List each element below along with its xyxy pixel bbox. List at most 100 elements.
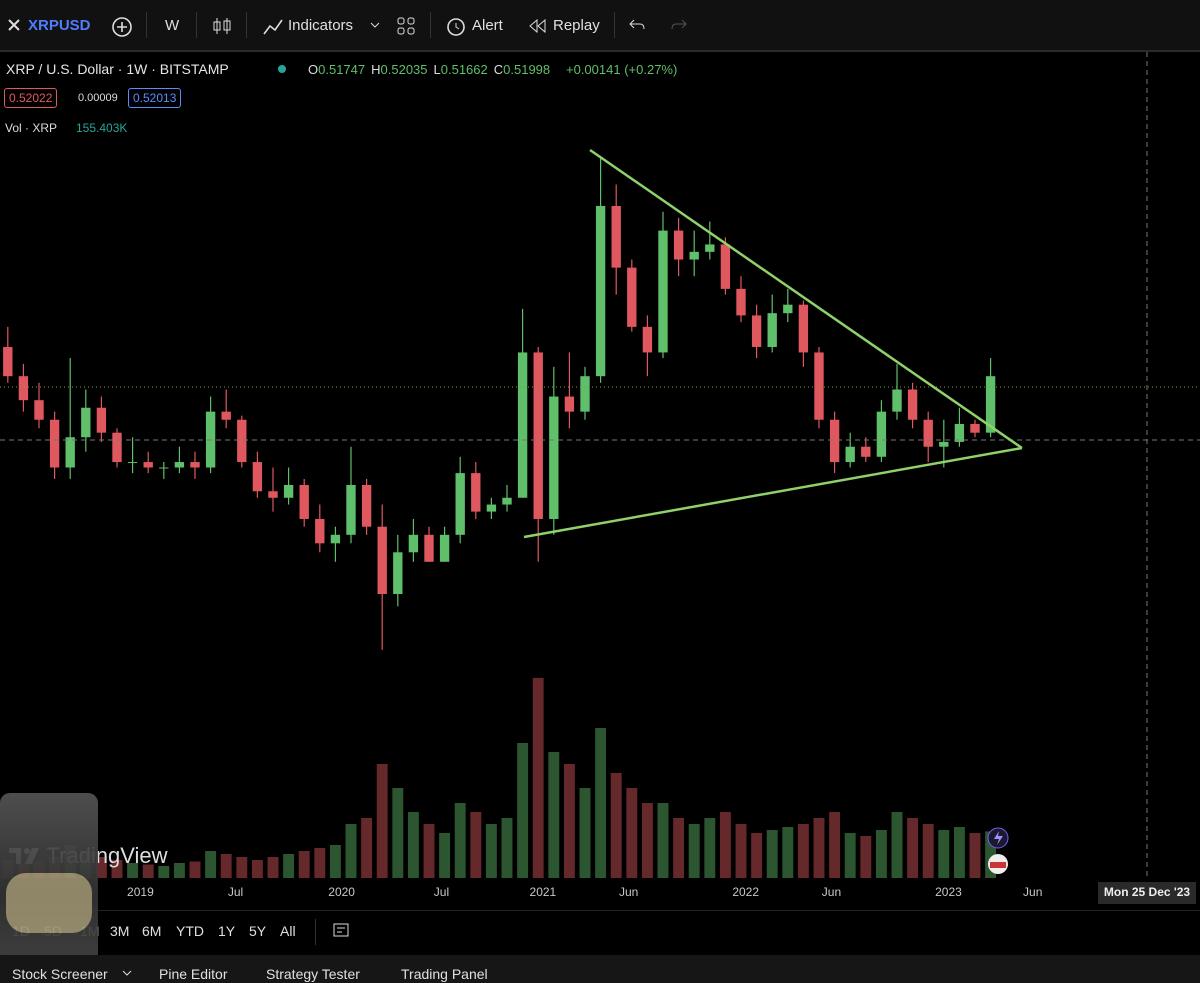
redo-icon[interactable]: [670, 18, 688, 32]
volume-bar: [376, 764, 388, 878]
volume-bar: [329, 845, 341, 878]
alert[interactable]: Alert: [472, 17, 503, 34]
x-tick-label: Jul: [228, 885, 243, 899]
change: +0.00141 (+0.27%): [566, 62, 678, 77]
ohlc-value: 0.51998: [503, 62, 551, 77]
candle-body: [517, 352, 528, 498]
volume-bar: [392, 788, 404, 878]
x-tick-label: Jun: [822, 885, 841, 899]
range-bar: 1D5D1M3M6MYTD1Y5YAll: [0, 910, 1200, 951]
spread: 0.00009: [78, 92, 118, 104]
candle-body: [34, 400, 44, 420]
bottom-tabs: Stock Screener Pine Editor Strategy Tester…: [0, 955, 1200, 983]
undo-icon[interactable]: [628, 18, 646, 32]
candle-body: [439, 534, 450, 562]
volume-bar: [844, 833, 856, 878]
volume-bar: [407, 812, 419, 878]
candle-body: [845, 446, 855, 463]
volume-bar: [907, 818, 919, 878]
candle-body: [751, 315, 762, 347]
candle-body: [65, 437, 75, 468]
candle-body: [377, 526, 387, 595]
volume-layer: [2, 677, 997, 878]
candle-body: [221, 411, 231, 420]
volume-bar: [579, 788, 591, 878]
time-range[interactable]: 5Y: [249, 923, 267, 939]
candle-body: [720, 244, 731, 289]
x-axis: 2019 Jul 2020 Jul 2021 Jun 2022 Jun 2023 Jun: [127, 885, 1042, 899]
volume-bar: [735, 824, 747, 878]
volume-bar: [189, 861, 201, 878]
bottom-tab[interactable]: Trading Panel: [401, 966, 488, 982]
candle-body: [798, 304, 809, 353]
flag-stripe: [990, 862, 1006, 868]
volume-value: 155.403K: [76, 121, 128, 135]
volume-bar: [454, 803, 466, 878]
volume-bar: [641, 803, 653, 878]
candle-body: [330, 534, 341, 544]
candle-body: [642, 326, 653, 353]
x-tick-label: 2021: [530, 885, 557, 899]
replay[interactable]: Replay: [553, 17, 600, 34]
symbol[interactable]: XRPUSD: [28, 17, 91, 34]
volume-bar: [938, 830, 950, 878]
candle-body: [954, 423, 965, 442]
candle-body: [876, 411, 887, 457]
candle-layer: [3, 155, 996, 650]
candle-body: [939, 441, 949, 447]
alert-icon[interactable]: [445, 15, 467, 37]
volume-bar: [688, 824, 700, 878]
date-range-icon[interactable]: [332, 921, 352, 939]
candle-body: [237, 419, 247, 463]
indicators[interactable]: Indicators: [288, 17, 354, 34]
candle-body: [159, 467, 169, 469]
volume-bar: [283, 854, 295, 878]
indicators-icon[interactable]: [262, 16, 284, 36]
trendline-upper: [589, 148, 1023, 450]
bottom-tab[interactable]: Strategy Tester: [266, 966, 360, 982]
chart-type-icon[interactable]: [212, 16, 232, 36]
x-tick-label: 2020: [328, 885, 355, 899]
time-range[interactable]: 3M: [110, 923, 130, 939]
bottom-tab[interactable]: Pine Editor: [159, 966, 228, 982]
candle-body: [829, 419, 840, 463]
ohlc-value: 0.51747: [318, 62, 366, 77]
indicators-caret[interactable]: [370, 22, 380, 30]
interval[interactable]: W: [165, 17, 180, 34]
volume-bar: [813, 818, 825, 878]
candle-body: [361, 484, 372, 527]
candle-body: [283, 484, 294, 498]
candle-body: [174, 462, 185, 468]
volume-bar: [610, 773, 622, 878]
time-range[interactable]: YTD: [176, 923, 204, 939]
ohlc-key: O: [308, 62, 319, 77]
time-range[interactable]: 6M: [142, 923, 162, 939]
close-icon[interactable]: [8, 19, 20, 31]
x-tick-label: 2023: [935, 885, 962, 899]
time-range[interactable]: All: [280, 923, 296, 939]
candle-body: [814, 352, 824, 420]
tab-caret[interactable]: [122, 970, 132, 978]
volume-bar: [532, 677, 544, 878]
replay-icon[interactable]: [528, 18, 548, 34]
candle-body: [736, 288, 746, 316]
layouts-icon[interactable]: [396, 16, 416, 36]
buy-price[interactable]: 0.52013: [128, 88, 182, 108]
candle-body: [595, 205, 606, 377]
bottom-tab[interactable]: Stock Screener: [12, 966, 108, 982]
volume-bar: [517, 743, 529, 878]
volume-bar: [626, 788, 638, 878]
sell-price[interactable]: 0.52022: [4, 88, 58, 108]
volume-bar: [127, 863, 139, 878]
volume-label: Vol · XRP: [5, 121, 58, 135]
volume-bar: [314, 848, 326, 878]
status-dot: [278, 65, 286, 73]
time-range[interactable]: 1Y: [218, 923, 236, 939]
x-tick-label: 2019: [127, 885, 154, 899]
add-icon[interactable]: [111, 16, 133, 38]
volume-bar: [969, 833, 981, 878]
trendline-lower: [523, 446, 1023, 539]
volume-bar: [345, 824, 357, 878]
volume-bar: [236, 857, 248, 878]
